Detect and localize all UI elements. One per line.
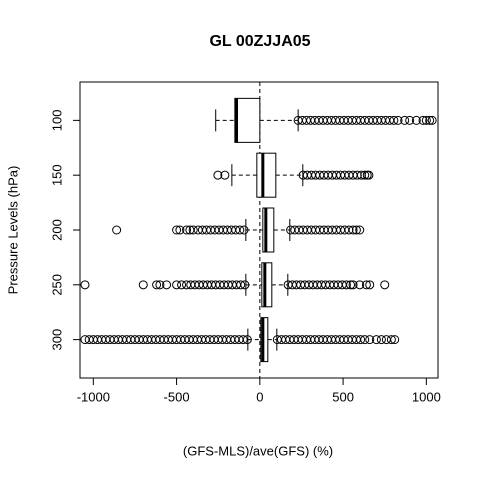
x-tick-label: 0 bbox=[256, 389, 263, 404]
chart-title: GL 00ZJJA05 bbox=[209, 33, 310, 50]
outlier bbox=[162, 280, 172, 290]
outlier bbox=[352, 170, 362, 180]
box bbox=[261, 262, 273, 308]
outlier bbox=[238, 335, 248, 345]
outlier bbox=[177, 280, 187, 290]
box bbox=[262, 207, 275, 253]
y-tick-label: 100 bbox=[49, 110, 64, 132]
outlier bbox=[364, 170, 374, 180]
outlier bbox=[182, 225, 192, 235]
outlier bbox=[400, 115, 410, 125]
outlier bbox=[356, 170, 366, 180]
box bbox=[234, 97, 261, 143]
outlier bbox=[346, 280, 356, 290]
x-tick-label: -500 bbox=[164, 389, 190, 404]
outlier bbox=[393, 115, 403, 125]
outlier bbox=[371, 335, 381, 345]
outlier bbox=[175, 225, 185, 235]
outlier bbox=[356, 335, 366, 345]
outlier bbox=[421, 115, 431, 125]
outlier bbox=[351, 225, 361, 235]
outlier bbox=[220, 170, 230, 180]
y-tick-label: 200 bbox=[49, 219, 64, 241]
outlier bbox=[390, 335, 400, 345]
outlier bbox=[427, 115, 437, 125]
outlier bbox=[240, 280, 250, 290]
outlier bbox=[172, 225, 182, 235]
outlier bbox=[172, 280, 182, 290]
outlier bbox=[405, 115, 415, 125]
outlier bbox=[155, 280, 165, 290]
y-tick-label: 300 bbox=[49, 329, 64, 351]
y-tick-label: 250 bbox=[49, 274, 64, 296]
outlier bbox=[360, 335, 370, 345]
box bbox=[256, 152, 277, 198]
outlier bbox=[355, 280, 365, 290]
outlier bbox=[380, 280, 390, 290]
outlier bbox=[341, 280, 351, 290]
outlier bbox=[425, 115, 435, 125]
outlier bbox=[365, 280, 375, 290]
outlier bbox=[138, 280, 148, 290]
outlier bbox=[360, 170, 370, 180]
outlier bbox=[389, 115, 399, 125]
outlier bbox=[361, 280, 371, 290]
outlier bbox=[348, 280, 358, 290]
outlier bbox=[411, 115, 421, 125]
outlier bbox=[348, 225, 358, 235]
y-axis-label: Pressure Levels (hPa) bbox=[5, 166, 20, 295]
outlier bbox=[188, 225, 198, 235]
y-tick-label: 150 bbox=[49, 164, 64, 186]
outlier bbox=[213, 170, 223, 180]
x-tick-label: -1000 bbox=[77, 389, 110, 404]
outlier bbox=[365, 335, 375, 345]
outlier bbox=[376, 335, 386, 345]
outlier bbox=[152, 280, 162, 290]
outlier bbox=[235, 225, 245, 235]
outlier bbox=[80, 280, 90, 290]
outlier bbox=[386, 335, 396, 345]
outlier bbox=[344, 225, 354, 235]
x-tick-label: 500 bbox=[332, 389, 354, 404]
outlier bbox=[112, 225, 122, 235]
outlier bbox=[239, 225, 249, 235]
x-axis-label: (GFS-MLS)/ave(GFS) (%) bbox=[183, 443, 333, 458]
outlier bbox=[418, 115, 428, 125]
outlier bbox=[236, 280, 246, 290]
outlier bbox=[242, 335, 252, 345]
outlier bbox=[355, 225, 365, 235]
x-tick-label: 1000 bbox=[412, 389, 441, 404]
